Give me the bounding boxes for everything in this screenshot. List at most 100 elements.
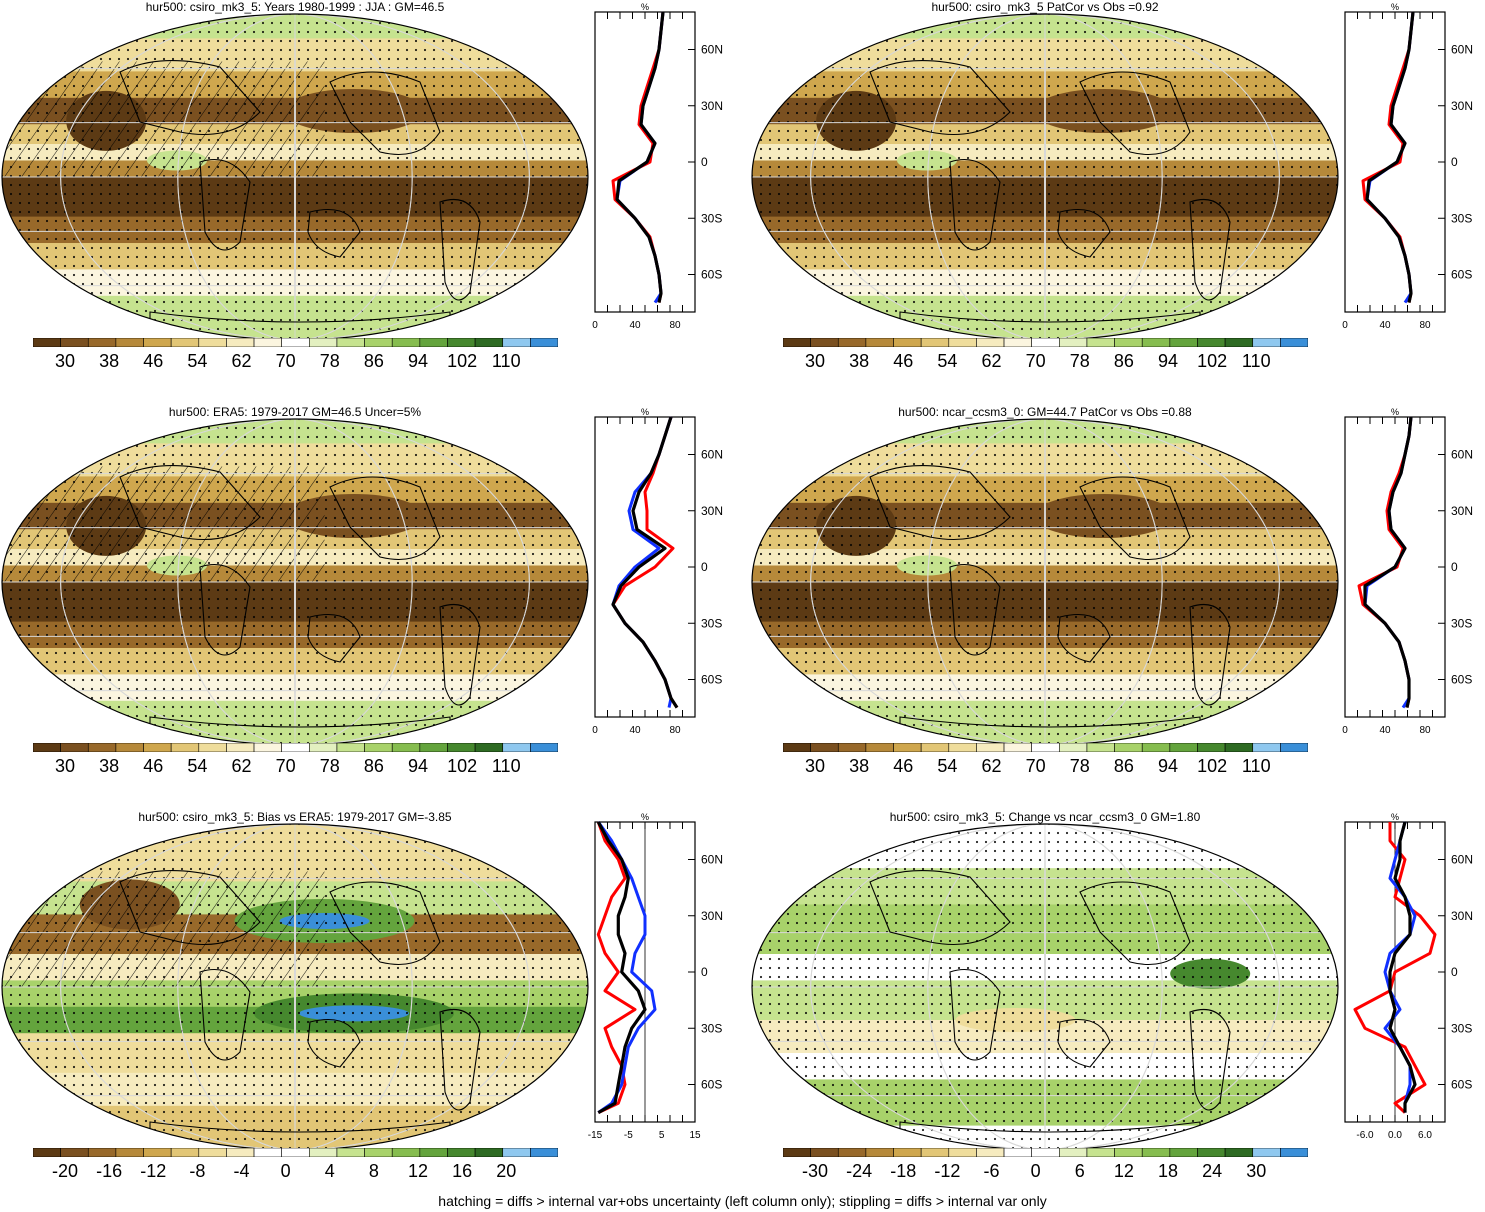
coastline — [1079, 476, 1191, 561]
panel-3: hur500: ERA5: 1979-2017 GM=46.5 Uncer=5%… — [0, 405, 735, 805]
zonal-series-black — [1363, 416, 1413, 708]
colorbar-tick-label: 54 — [187, 351, 208, 371]
colorbar-swatch — [976, 1148, 1005, 1157]
zonal-x-tick-label: -15 — [588, 1130, 603, 1141]
colorbar-tick-label: 30 — [1246, 1161, 1267, 1181]
colorbar-swatch — [419, 338, 448, 347]
colorbar-tick-label: 8 — [368, 1161, 379, 1181]
colorbar-tick-label: 38 — [849, 756, 870, 776]
colorbar-labels: 30 38 46 54 62 70 78 86 94 102 110 — [783, 756, 1308, 778]
colorbar-swatch — [1031, 1148, 1060, 1157]
zonal-series-black — [1388, 821, 1417, 1113]
zonal-x-tick-label: 80 — [669, 725, 681, 736]
colorbar-swatch — [530, 743, 558, 752]
zonal-lat-label: 60S — [701, 268, 722, 282]
colorbar-swatch — [1086, 743, 1115, 752]
colorbar-swatch — [893, 338, 922, 347]
colorbar-swatch — [170, 338, 200, 347]
colorbar-swatch — [170, 743, 200, 752]
colorbar-swatch — [474, 743, 504, 752]
colorbar-tick-label: 30 — [55, 351, 76, 371]
colorbar-swatch — [865, 1148, 894, 1157]
coastline — [949, 158, 1001, 251]
zonal-lat-label: 60N — [701, 853, 723, 867]
colorbar-tick-label: 110 — [1241, 756, 1271, 776]
zonal-lat-label: 0 — [701, 155, 708, 169]
colorbar-tick-label: 38 — [849, 351, 870, 371]
colorbar-swatch — [865, 743, 894, 752]
colorbar-tick-label: 110 — [491, 756, 521, 776]
colorbar — [783, 338, 1308, 347]
coastline — [329, 476, 441, 561]
colorbar-swatch — [783, 743, 811, 752]
colorbar-tick-label: 30 — [55, 756, 76, 776]
colorbar-swatch — [419, 743, 448, 752]
zonal-x-tick-label: -5 — [624, 1130, 633, 1141]
colorbar-tick-label: 30 — [805, 756, 826, 776]
zonal-unit-label: % — [641, 2, 649, 12]
colorbar-labels: -20 -16 -12 -8 -4 0 4 8 12 16 20 — [33, 1161, 558, 1183]
coastline — [1057, 1018, 1111, 1068]
colorbar-labels: 30 38 46 54 62 70 78 86 94 102 110 — [33, 351, 558, 373]
colorbar-swatch — [893, 743, 922, 752]
longitude-line — [294, 14, 296, 340]
panel-5: hur500: csiro_mk3_5: Bias vs ERA5: 1979-… — [0, 810, 735, 1210]
zonal-mean-plot: % 60N 30N 0 30S 60S 0 40 80 — [592, 407, 723, 736]
colorbar-tick-label: 70 — [275, 756, 296, 776]
zonal-unit-label: % — [1391, 407, 1399, 417]
coastline — [949, 968, 1001, 1061]
colorbar-tick-label: -6 — [983, 1161, 1000, 1181]
zonal-lat-label: 30S — [1451, 1021, 1472, 1035]
colorbar-swatch — [1280, 338, 1308, 347]
colorbar-tick-label: 16 — [452, 1161, 473, 1181]
zonal-series-black — [615, 11, 665, 303]
colorbar-swatch — [1169, 1148, 1198, 1157]
world-map — [1, 823, 589, 1151]
colorbar-tick-label: 38 — [99, 756, 120, 776]
colorbar-tick-label: 94 — [1157, 351, 1179, 371]
colorbar-swatch — [502, 1148, 531, 1157]
map-container — [0, 417, 590, 747]
colorbar-swatch — [226, 743, 255, 752]
colorbar-swatch — [391, 338, 421, 347]
colorbar-tick-label: 102 — [447, 351, 478, 371]
colorbar-swatch — [281, 338, 310, 347]
colorbar-swatch — [948, 743, 977, 752]
colorbar-swatch — [1114, 743, 1143, 752]
colorbar-swatch — [1224, 338, 1254, 347]
coastline — [149, 716, 451, 745]
coastline — [1189, 603, 1231, 706]
colorbar-tick-label: 78 — [319, 756, 340, 776]
colorbar-swatch — [60, 1148, 89, 1157]
zonal-mean-plot: % 60N 30N 0 30S 60S -6.0 0.0 6.0 — [1344, 812, 1473, 1141]
zonal-x-tick-label: 0 — [1342, 725, 1348, 736]
panel-1: hur500: csiro_mk3_5: Years 1980-1999 : J… — [0, 0, 735, 400]
panel-title: hur500: ERA5: 1979-2017 GM=46.5 Uncer=5% — [168, 405, 422, 419]
colorbar-tick-label: 54 — [187, 756, 208, 776]
colorbar-tick-label: 46 — [893, 351, 914, 371]
map-container — [0, 822, 590, 1152]
zonal-unit-label: % — [1391, 812, 1399, 822]
colorbar-tick-label: -24 — [846, 1161, 873, 1181]
zonal-lat-label: 0 — [1451, 155, 1458, 169]
zonal-lat-label: 30N — [701, 99, 723, 113]
hatching — [2, 871, 325, 987]
colorbar-tick-label: 94 — [407, 756, 429, 776]
longitude-line — [927, 419, 1163, 745]
panel-title: hur500: csiro_mk3_5: Change vs ncar_ccsm… — [889, 810, 1201, 824]
colorbar-swatch — [33, 1148, 61, 1157]
zonal-x-tick-label: 80 — [1419, 725, 1431, 736]
colorbar-swatch — [1280, 1148, 1308, 1157]
colorbar-swatch — [87, 1148, 117, 1157]
colorbar-swatch — [1003, 1148, 1032, 1157]
colorbar-tick-label: -12 — [140, 1161, 167, 1181]
colorbar-swatch — [976, 743, 1005, 752]
longitude-line — [60, 824, 530, 1150]
colorbar-swatch — [447, 338, 476, 347]
zonal-x-tick-label: 6.0 — [1418, 1130, 1432, 1141]
zonal-unit-label: % — [641, 812, 649, 822]
longitude-line — [60, 14, 530, 340]
colorbar-tick-label: 46 — [143, 351, 164, 371]
longitude-line — [177, 419, 413, 745]
colorbar-swatch — [33, 338, 61, 347]
